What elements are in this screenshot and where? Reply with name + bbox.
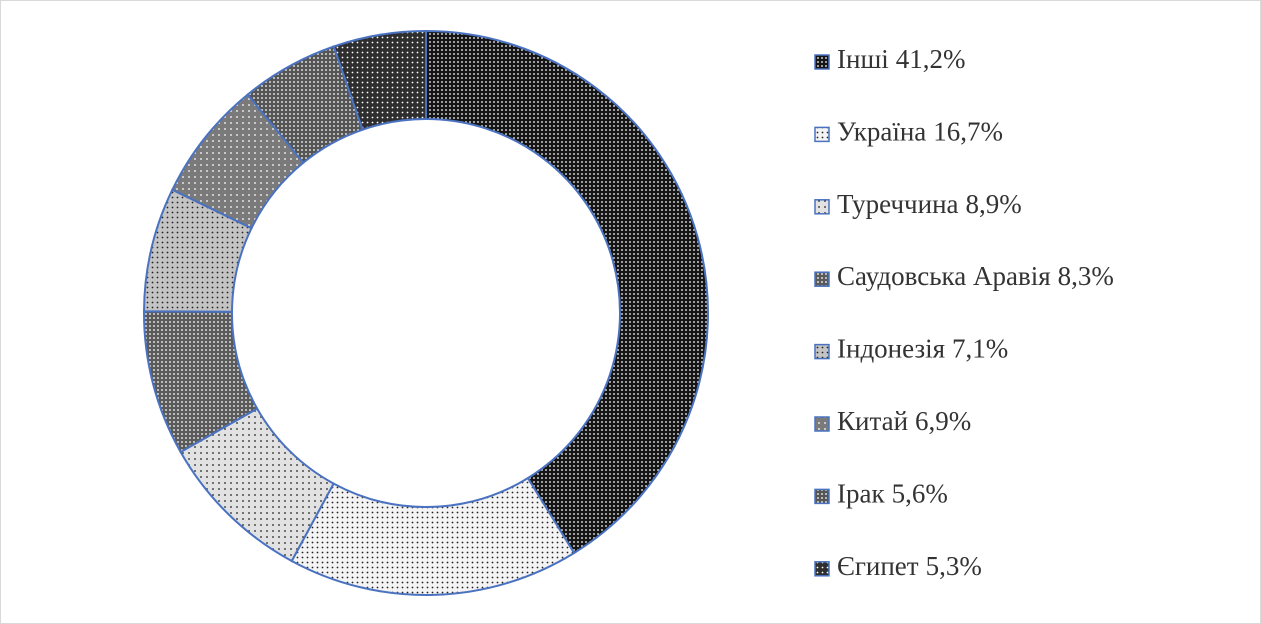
legend-name: Ірак xyxy=(837,479,885,509)
legend-swatch xyxy=(814,126,830,143)
legend-swatch xyxy=(814,343,830,360)
legend-name: Туреччина xyxy=(837,189,959,219)
legend-label: Інші 41,2% xyxy=(837,44,965,74)
legend-name: Саудовська Аравія xyxy=(837,261,1051,291)
legend-value: 7,1% xyxy=(952,334,1008,364)
donut-segment xyxy=(332,29,427,131)
legend-label: Ірак 5,6% xyxy=(837,479,948,509)
legend-swatch xyxy=(814,271,830,287)
legend-name: Україна xyxy=(837,117,926,147)
legend-name: Інші xyxy=(837,44,889,74)
legend-value: 16,7% xyxy=(933,117,1003,147)
legend-swatch xyxy=(814,488,830,505)
legend-swatch xyxy=(814,199,830,215)
legend-value: 8,9% xyxy=(966,189,1022,219)
legend-name: Індонезія xyxy=(837,334,945,364)
legend-value: 6,9% xyxy=(915,406,971,436)
legend-value: 41,2% xyxy=(896,44,966,74)
legend-value: 8,3% xyxy=(1058,261,1114,291)
legend-name: Єгипет xyxy=(837,551,919,581)
legend-name: Китай xyxy=(837,406,908,436)
legend-label: Китай 6,9% xyxy=(837,406,971,436)
legend-label: Індонезія 7,1% xyxy=(837,334,1008,364)
legend-label: Єгипет 5,3% xyxy=(837,551,982,581)
legend-value: 5,6% xyxy=(892,479,948,509)
legend-swatch xyxy=(814,54,830,70)
legend-value: 5,3% xyxy=(926,551,982,581)
legend-swatch xyxy=(814,561,830,577)
legend-label: Україна 16,7% xyxy=(837,117,1003,147)
donut-segment xyxy=(425,29,709,555)
legend-swatch xyxy=(814,416,830,432)
legend-label: Саудовська Аравія 8,3% xyxy=(837,261,1114,291)
legend-label: Туреччина 8,9% xyxy=(837,189,1022,219)
